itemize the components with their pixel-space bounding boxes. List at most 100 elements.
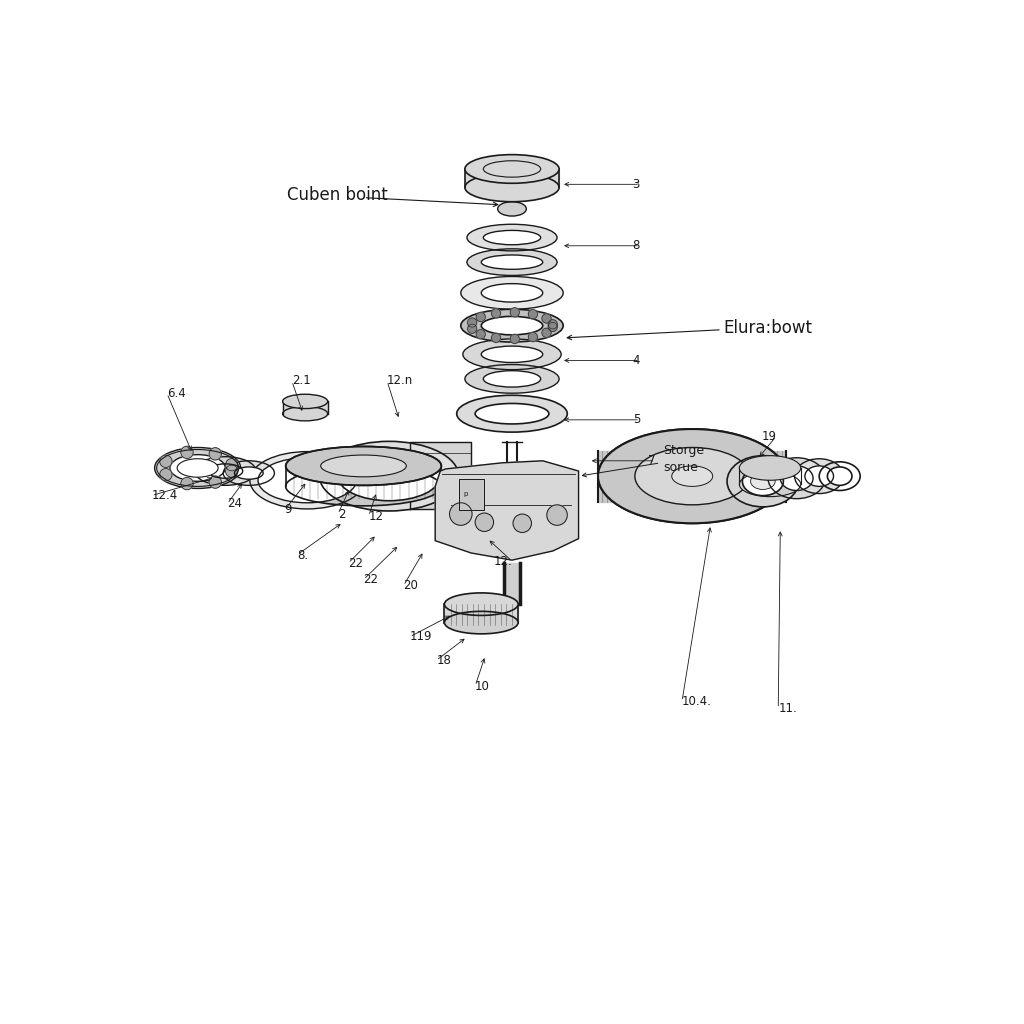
Ellipse shape — [780, 466, 813, 490]
Circle shape — [225, 465, 238, 477]
Polygon shape — [739, 468, 801, 484]
Ellipse shape — [338, 452, 440, 501]
Ellipse shape — [751, 473, 775, 489]
Text: 19: 19 — [761, 430, 776, 442]
Ellipse shape — [461, 309, 563, 342]
Circle shape — [225, 459, 238, 471]
Text: 12.n: 12.n — [387, 375, 414, 387]
Ellipse shape — [195, 457, 256, 485]
Ellipse shape — [461, 276, 563, 309]
Ellipse shape — [463, 339, 561, 370]
Ellipse shape — [481, 316, 543, 335]
Ellipse shape — [635, 447, 750, 505]
Polygon shape — [283, 401, 328, 414]
Ellipse shape — [283, 394, 328, 409]
Text: 6.4: 6.4 — [167, 387, 185, 399]
Ellipse shape — [444, 611, 518, 634]
Circle shape — [209, 476, 221, 488]
Ellipse shape — [465, 365, 559, 393]
Polygon shape — [598, 451, 786, 502]
Circle shape — [181, 446, 194, 459]
Ellipse shape — [250, 452, 365, 509]
Text: 8.: 8. — [297, 549, 308, 561]
Ellipse shape — [177, 459, 218, 477]
Ellipse shape — [481, 284, 543, 302]
Text: 22: 22 — [348, 557, 364, 569]
Text: 20: 20 — [403, 580, 419, 592]
Circle shape — [160, 469, 172, 481]
Text: 8: 8 — [633, 240, 640, 252]
Text: 9: 9 — [285, 504, 292, 516]
Bar — [459, 479, 484, 510]
Ellipse shape — [672, 466, 713, 486]
Ellipse shape — [286, 467, 441, 506]
Ellipse shape — [483, 230, 541, 245]
Text: 2: 2 — [338, 508, 345, 520]
Ellipse shape — [283, 407, 328, 421]
Circle shape — [181, 477, 194, 489]
Ellipse shape — [727, 456, 799, 507]
Circle shape — [209, 447, 221, 460]
Ellipse shape — [827, 467, 852, 485]
Ellipse shape — [598, 429, 786, 523]
Circle shape — [548, 319, 557, 329]
Circle shape — [513, 514, 531, 532]
Ellipse shape — [739, 456, 801, 480]
Circle shape — [542, 314, 551, 324]
Text: Storge
sorue: Storge sorue — [664, 443, 705, 474]
Ellipse shape — [795, 459, 844, 494]
Circle shape — [510, 334, 519, 343]
Ellipse shape — [467, 224, 557, 251]
Text: 12: 12 — [369, 510, 384, 522]
Ellipse shape — [457, 395, 567, 432]
Ellipse shape — [742, 467, 783, 496]
Ellipse shape — [483, 371, 541, 387]
Text: 11.: 11. — [778, 702, 797, 715]
Text: 18: 18 — [436, 654, 452, 667]
Text: 3: 3 — [633, 178, 640, 190]
Polygon shape — [435, 461, 579, 560]
Ellipse shape — [321, 455, 407, 477]
Polygon shape — [504, 563, 520, 604]
Text: Elura:bowt: Elura:bowt — [723, 318, 812, 337]
Ellipse shape — [768, 458, 825, 499]
Ellipse shape — [170, 455, 225, 481]
Ellipse shape — [286, 446, 441, 485]
Ellipse shape — [805, 466, 834, 486]
Polygon shape — [465, 169, 559, 187]
Circle shape — [542, 328, 551, 337]
Ellipse shape — [739, 472, 801, 497]
Circle shape — [492, 333, 501, 342]
Circle shape — [510, 308, 519, 317]
Circle shape — [547, 505, 567, 525]
Circle shape — [492, 309, 501, 318]
Text: 12.: 12. — [494, 555, 512, 567]
Polygon shape — [286, 466, 441, 486]
Text: Cuben boint: Cuben boint — [287, 185, 387, 204]
Ellipse shape — [258, 458, 356, 503]
Text: 12.4: 12.4 — [152, 489, 178, 502]
Ellipse shape — [465, 173, 559, 202]
Ellipse shape — [635, 447, 750, 505]
Text: 5: 5 — [633, 414, 640, 426]
Ellipse shape — [475, 403, 549, 424]
Ellipse shape — [223, 461, 274, 485]
Text: 24: 24 — [227, 498, 243, 510]
Ellipse shape — [234, 467, 263, 479]
Text: 2.1: 2.1 — [292, 375, 310, 387]
Ellipse shape — [481, 346, 543, 362]
Ellipse shape — [498, 202, 526, 216]
Text: 10.4.: 10.4. — [682, 695, 712, 708]
Circle shape — [468, 325, 477, 334]
Ellipse shape — [467, 249, 557, 275]
Circle shape — [476, 312, 485, 322]
Ellipse shape — [465, 155, 559, 183]
Circle shape — [528, 309, 538, 318]
Circle shape — [528, 333, 538, 342]
Polygon shape — [444, 604, 518, 623]
Ellipse shape — [444, 593, 518, 615]
Circle shape — [468, 317, 477, 327]
Circle shape — [476, 330, 485, 339]
Text: p: p — [464, 490, 468, 497]
Text: 4: 4 — [633, 354, 640, 367]
